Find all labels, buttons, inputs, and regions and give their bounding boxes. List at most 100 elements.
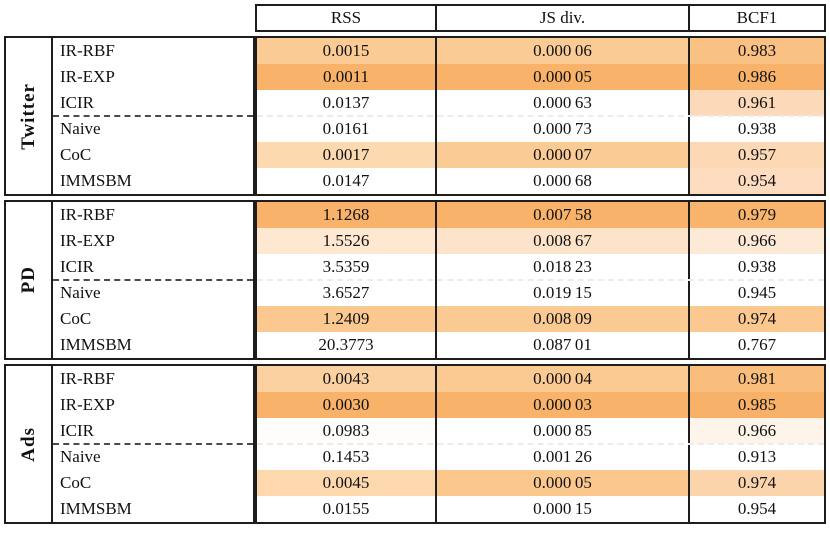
table-row: 3.5359 0.018 23 0.938	[257, 254, 824, 280]
method-label: IR-RBF	[60, 205, 115, 224]
column-header-rss: RSS	[330, 8, 362, 27]
value-cell-rss: 0.0043	[257, 366, 435, 392]
group-label-cell-ads: Ads	[6, 366, 53, 522]
value-cell-js-div: 0.087 01	[435, 332, 688, 358]
value-cell-rss: 0.0983	[257, 418, 435, 444]
table-row: 0.0983 0.000 85 0.966	[257, 418, 824, 444]
group-label-pd: PD	[17, 266, 39, 294]
value-cell-js-div: 0.000 15	[435, 496, 688, 522]
table-row: 0.0043 0.000 04 0.981	[257, 366, 824, 392]
value-cell-bcf1: 0.938	[688, 254, 824, 280]
method-label: CoC	[60, 309, 92, 328]
value-cell-bcf1: 0.961	[688, 90, 824, 116]
method-label: CoC	[60, 473, 92, 492]
method-column-ads: IR-RBF IR-EXP ICIR Naive CoC IMMSBM	[53, 366, 253, 522]
table-header: RSS JS div. BCF1	[255, 4, 826, 32]
group-label-box-twitter: Twitter IR-RBF IR-EXP ICIR Naive CoC IMMSBM	[4, 36, 255, 196]
method-label: Naive	[60, 283, 101, 302]
value-cell-bcf1: 0.966	[688, 228, 824, 254]
value-cell-js-div: 0.007 58	[435, 202, 688, 228]
data-box-pd: 1.1268 0.007 58 0.979 1.5526 0.008 67 0.966 3.…	[255, 200, 826, 360]
data-box-twitter: 0.0015 0.000 06 0.983 0.0011 0.000 05 0.986 0.…	[255, 36, 826, 196]
method-label: IMMSBM	[60, 171, 132, 190]
table-row: 0.1453 0.001 26 0.913	[257, 444, 824, 470]
method-label: IR-EXP	[60, 231, 115, 250]
method-label: Naive	[60, 119, 101, 138]
method-label: IR-RBF	[60, 369, 115, 388]
column-header-js-div: JS div.	[435, 6, 688, 30]
group-twitter: Twitter IR-RBF IR-EXP ICIR Naive CoC IMMSBM 0.0…	[4, 36, 826, 196]
method-label: IMMSBM	[60, 499, 132, 518]
group-label-twitter: Twitter	[17, 82, 39, 150]
method-label: ICIR	[60, 257, 94, 276]
value-cell-rss: 0.0017	[257, 142, 435, 168]
value-cell-bcf1: 0.974	[688, 470, 824, 496]
column-header-bcf1: BCF1	[688, 6, 824, 30]
value-cell-bcf1: 0.966	[688, 418, 824, 444]
table-row: 1.5526 0.008 67 0.966	[257, 228, 824, 254]
value-cell-bcf1: 0.954	[688, 168, 824, 194]
method-label: Naive	[60, 447, 101, 466]
value-cell-rss: 0.0030	[257, 392, 435, 418]
value-cell-js-div: 0.000 05	[435, 64, 688, 90]
method-label: IR-RBF	[60, 41, 115, 60]
value-cell-rss: 0.0161	[257, 116, 435, 142]
data-box-ads: 0.0043 0.000 04 0.981 0.0030 0.000 03 0.985 0.…	[255, 364, 826, 524]
value-cell-js-div: 0.000 73	[435, 116, 688, 142]
value-cell-js-div: 0.000 85	[435, 418, 688, 444]
table-row: 0.0137 0.000 63 0.961	[257, 90, 824, 116]
table-row: 0.0011 0.000 05 0.986	[257, 64, 824, 90]
value-cell-rss: 20.3773	[257, 332, 435, 358]
table-row: 20.3773 0.087 01 0.767	[257, 332, 824, 358]
method-column-pd: IR-RBF IR-EXP ICIR Naive CoC IMMSBM	[53, 202, 253, 358]
value-cell-rss: 0.1453	[257, 444, 435, 470]
value-cell-rss: 0.0155	[257, 496, 435, 522]
table-row: 3.6527 0.019 15 0.945	[257, 280, 824, 306]
method-label: ICIR	[60, 93, 94, 112]
table-row: 0.0030 0.000 03 0.985	[257, 392, 824, 418]
method-label: IR-EXP	[60, 67, 115, 86]
value-cell-js-div: 0.019 15	[435, 280, 688, 306]
method-column-twitter: IR-RBF IR-EXP ICIR Naive CoC IMMSBM	[53, 38, 253, 194]
table-row: 0.0147 0.000 68 0.954	[257, 168, 824, 194]
value-cell-bcf1: 0.981	[688, 366, 824, 392]
value-cell-rss: 0.0011	[257, 64, 435, 90]
value-cell-js-div: 0.008 09	[435, 306, 688, 332]
value-cell-bcf1: 0.974	[688, 306, 824, 332]
value-cell-rss: 0.0015	[257, 38, 435, 64]
method-label: ICIR	[60, 421, 94, 440]
value-cell-bcf1: 0.979	[688, 202, 824, 228]
value-cell-js-div: 0.000 63	[435, 90, 688, 116]
value-cell-js-div: 0.000 04	[435, 366, 688, 392]
value-cell-bcf1: 0.983	[688, 38, 824, 64]
group-label-box-pd: PD IR-RBF IR-EXP ICIR Naive CoC IMMSBM	[4, 200, 255, 360]
value-cell-js-div: 0.001 26	[435, 444, 688, 470]
group-pd: PD IR-RBF IR-EXP ICIR Naive CoC IMMSBM 1.1268 0.…	[4, 200, 826, 360]
table-row: 0.0017 0.000 07 0.957	[257, 142, 824, 168]
value-cell-rss: 0.0147	[257, 168, 435, 194]
value-cell-rss: 0.0045	[257, 470, 435, 496]
group-label-ads: Ads	[17, 426, 39, 462]
value-cell-bcf1: 0.957	[688, 142, 824, 168]
group-label-cell-twitter: Twitter	[6, 38, 53, 194]
method-label: IR-EXP	[60, 395, 115, 414]
value-cell-rss: 1.2409	[257, 306, 435, 332]
value-cell-bcf1: 0.913	[688, 444, 824, 470]
table-row: 0.0155 0.000 15 0.954	[257, 496, 824, 522]
value-cell-js-div: 0.018 23	[435, 254, 688, 280]
value-cell-bcf1: 0.767	[688, 332, 824, 358]
value-cell-bcf1: 0.954	[688, 496, 824, 522]
method-label: CoC	[60, 145, 92, 164]
table-row: 1.1268 0.007 58 0.979	[257, 202, 824, 228]
value-cell-bcf1: 0.986	[688, 64, 824, 90]
group-label-box-ads: Ads IR-RBF IR-EXP ICIR Naive CoC IMMSBM	[4, 364, 255, 524]
value-cell-rss: 3.5359	[257, 254, 435, 280]
value-cell-js-div: 0.000 07	[435, 142, 688, 168]
value-cell-rss: 0.0137	[257, 90, 435, 116]
value-cell-bcf1: 0.985	[688, 392, 824, 418]
value-cell-js-div: 0.000 03	[435, 392, 688, 418]
table-row: 1.2409 0.008 09 0.974	[257, 306, 824, 332]
value-cell-rss: 1.1268	[257, 202, 435, 228]
group-label-cell-pd: PD	[6, 202, 53, 358]
